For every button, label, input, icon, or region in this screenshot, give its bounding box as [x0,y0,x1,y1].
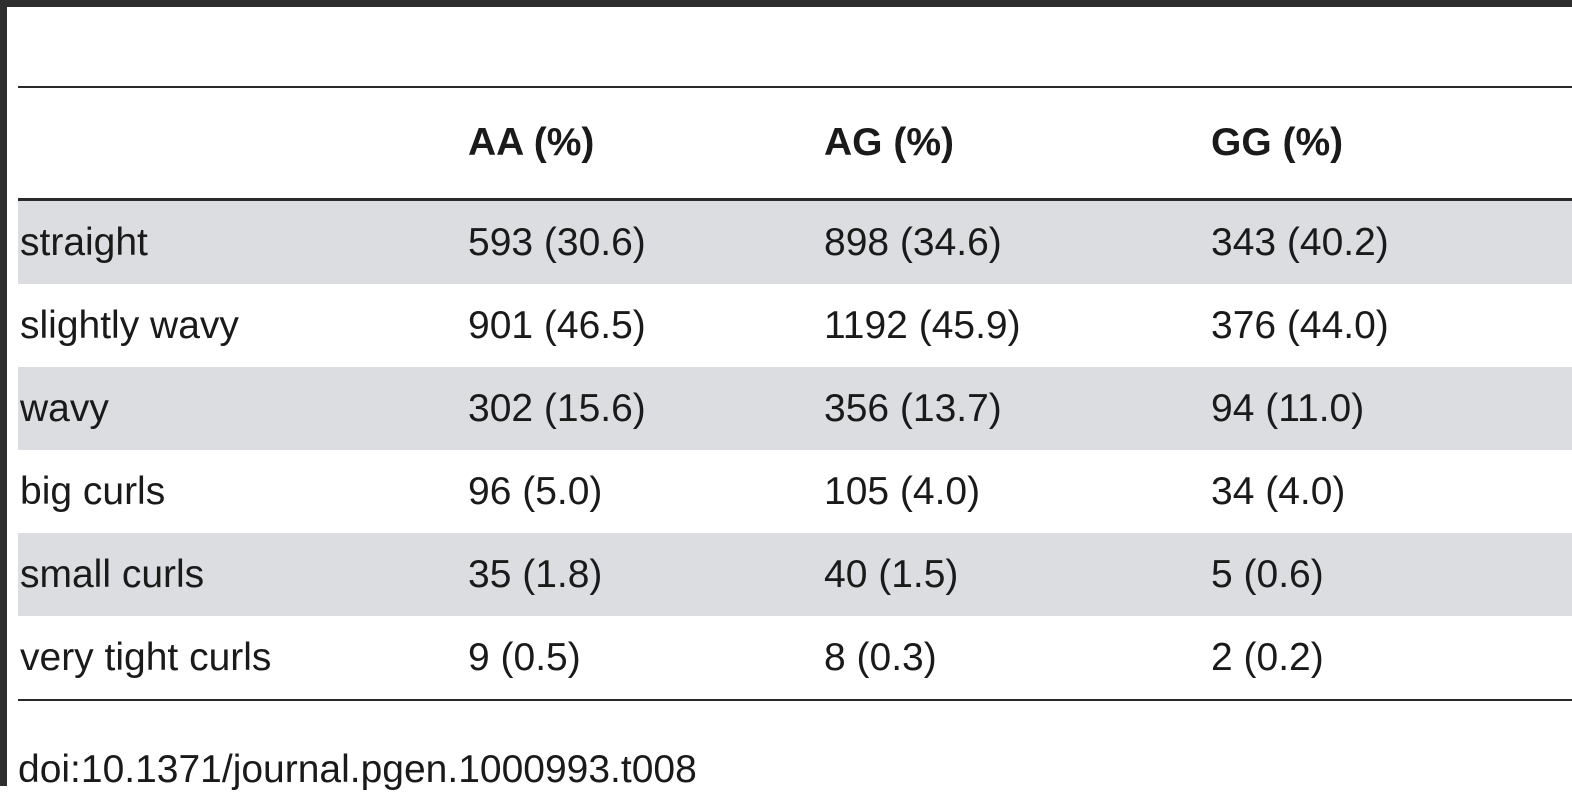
left-border [0,0,7,786]
cell-ag: 8 (0.3) [824,635,937,679]
table-top-rule [18,86,1572,88]
cell-aa: 96 (5.0) [468,469,603,513]
cell-aa: 593 (30.6) [468,220,646,264]
cell-ag: 105 (4.0) [824,469,981,513]
top-border [0,0,1572,7]
row-label: straight [20,220,148,264]
row-label: wavy [20,386,109,430]
cell-aa: 35 (1.8) [468,552,603,596]
row-label: very tight curls [20,635,272,679]
cell-gg: 376 (44.0) [1211,303,1389,347]
header-cell-aa: AA (%) [468,121,595,164]
row-label: slightly wavy [20,303,239,347]
cell-ag: 1192 (45.9) [824,303,1021,347]
cell-ag: 40 (1.5) [824,552,959,596]
cell-gg: 5 (0.6) [1211,552,1324,596]
table-row: wavy 302 (15.6) 356 (13.7) 94 (11.0) [18,367,1572,450]
cell-aa: 901 (46.5) [468,303,646,347]
table-row: small curls 35 (1.8) 40 (1.5) 5 (0.6) [18,533,1572,616]
header-rule [18,198,1572,201]
table-bottom-rule [18,699,1572,701]
doi-footer: doi:10.1371/journal.pgen.1000993.t008 [18,748,697,791]
row-label: big curls [20,469,166,513]
cell-gg: 343 (40.2) [1211,220,1389,264]
cell-aa: 302 (15.6) [468,386,646,430]
table-header-row: AA (%) AG (%) GG (%) [18,88,1572,198]
cell-aa: 9 (0.5) [468,635,581,679]
table-row: big curls 96 (5.0) 105 (4.0) 34 (4.0) [18,450,1572,533]
cell-ag: 898 (34.6) [824,220,1002,264]
data-table: AA (%) AG (%) GG (%) straight 593 (30.6)… [18,86,1572,701]
row-label: small curls [20,552,205,596]
header-cell-gg: GG (%) [1211,121,1344,164]
cell-gg: 94 (11.0) [1211,386,1365,430]
cell-gg: 2 (0.2) [1211,635,1324,679]
cell-gg: 34 (4.0) [1211,469,1346,513]
table-row: straight 593 (30.6) 898 (34.6) 343 (40.2… [18,201,1572,284]
header-cell-ag: AG (%) [824,121,954,164]
cell-ag: 356 (13.7) [824,386,1002,430]
table-row: very tight curls 9 (0.5) 8 (0.3) 2 (0.2) [18,616,1572,699]
table-row: slightly wavy 901 (46.5) 1192 (45.9) 376… [18,284,1572,367]
